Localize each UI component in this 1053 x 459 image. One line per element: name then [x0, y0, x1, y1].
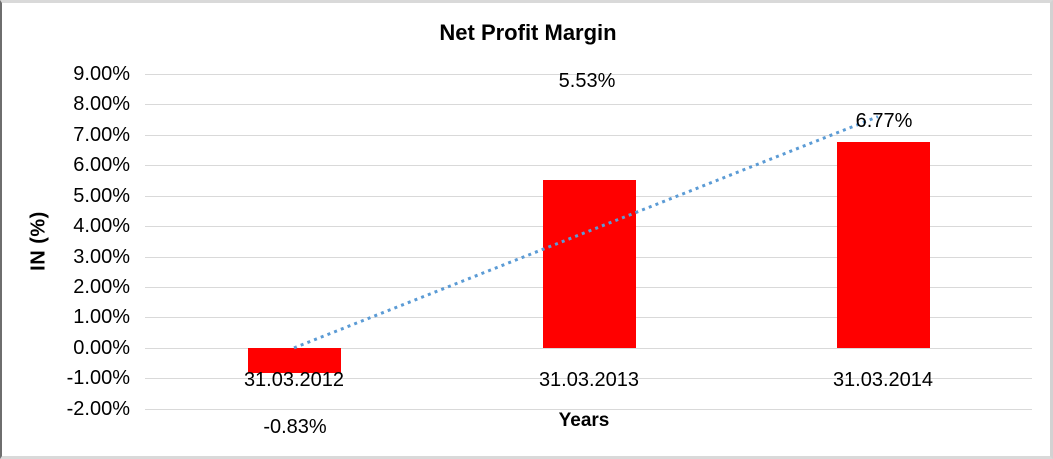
y-tick-label: 4.00% — [73, 215, 130, 238]
x-axis-title: Years — [558, 410, 610, 431]
y-tick-label: 1.00% — [73, 306, 130, 329]
x-category-label: 31.03.2013 — [538, 369, 640, 391]
y-tick-label: 6.00% — [73, 154, 130, 177]
y-tick-label: 9.00% — [73, 63, 130, 85]
y-tick-label: -2.00% — [66, 397, 130, 420]
bar-31.03.2013 — [542, 179, 636, 348]
gridline — [145, 408, 1032, 410]
gridline — [145, 378, 1032, 380]
bar-31.03.2014 — [836, 141, 930, 348]
y-tick-label: 8.00% — [73, 93, 130, 116]
y-tick-label: 3.00% — [73, 245, 130, 268]
y-tick-label: 0.00% — [73, 336, 130, 359]
y-tick-label: -1.00% — [66, 367, 130, 390]
data-label: 5.53% — [558, 70, 616, 92]
bar-31.03.2012 — [247, 347, 341, 374]
x-category-label: 31.03.2014 — [832, 369, 934, 391]
y-tick-label: 2.00% — [73, 276, 130, 298]
gridline — [145, 104, 1032, 106]
x-category-label: 31.03.2012 — [243, 369, 345, 391]
gridline — [145, 74, 1032, 75]
chart-canvas: Net Profit Margin IN (%) 9.00% 8.00% 7.00%… — [2, 3, 1050, 456]
y-tick-label: 7.00% — [73, 123, 130, 146]
y-tick-label: 5.00% — [73, 184, 130, 207]
data-label: -0.83% — [263, 416, 327, 438]
gridline — [145, 134, 1032, 136]
data-label: 6.77% — [855, 110, 913, 132]
chart-title: Net Profit Margin — [439, 20, 617, 45]
